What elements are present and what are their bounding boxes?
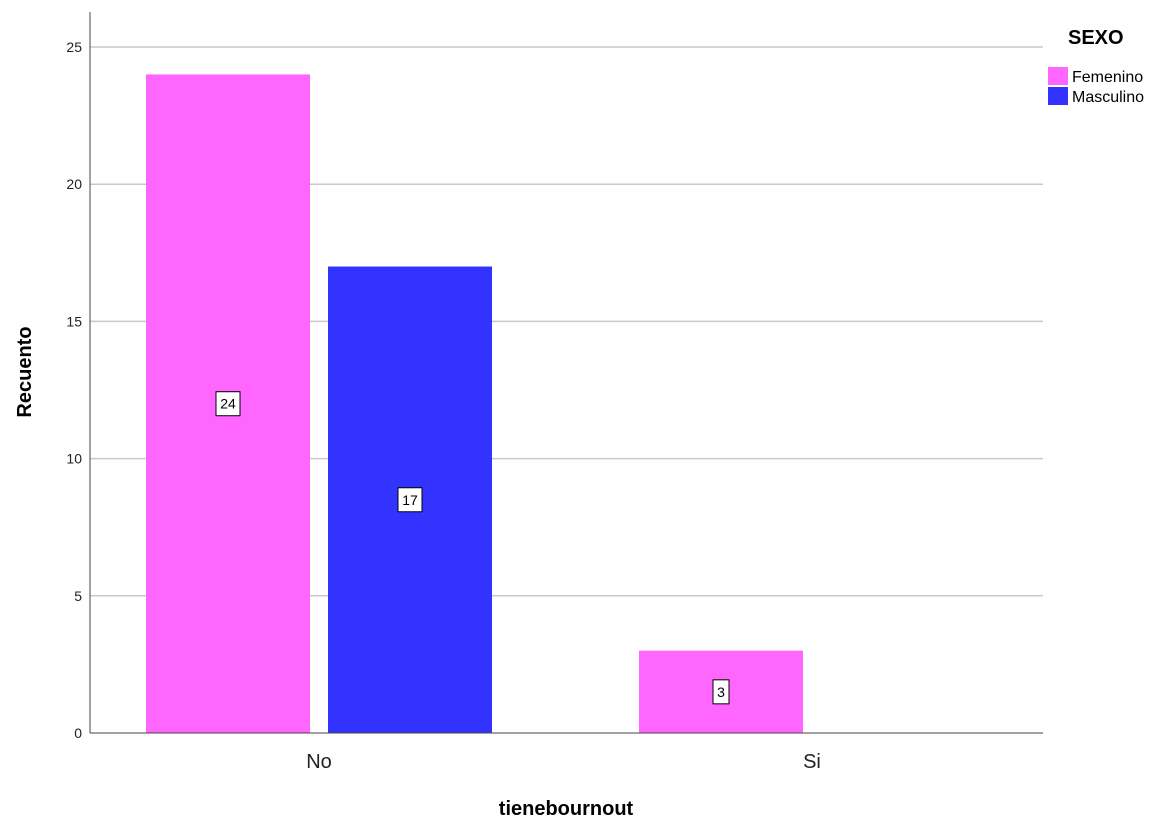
data-label: 24 (215, 391, 241, 417)
legend-title: SEXO (1068, 27, 1124, 49)
data-label: 17 (397, 487, 423, 513)
data-labels: 24 17 3 (215, 391, 730, 705)
y-axis-title: Recuento (14, 326, 36, 417)
x-tick-labels: No Si (306, 751, 821, 773)
legend-label: Masculino (1072, 89, 1144, 106)
x-tick-label: No (306, 751, 332, 773)
legend-label: Femenino (1072, 69, 1143, 86)
data-label-text: 24 (220, 396, 236, 412)
y-tick-label: 5 (74, 588, 82, 604)
data-label: 3 (712, 679, 730, 705)
y-tick-label: 25 (66, 39, 82, 55)
legend: SEXO Femenino Masculino (1048, 27, 1144, 106)
y-tick-label: 15 (66, 313, 82, 329)
legend-item-femenino: Femenino (1048, 67, 1143, 86)
data-label-text: 3 (717, 684, 725, 700)
legend-item-masculino: Masculino (1048, 87, 1144, 106)
legend-swatch (1048, 67, 1068, 85)
legend-swatch (1048, 87, 1068, 105)
y-tick-label: 0 (74, 725, 82, 741)
x-axis-title: tienebournout (499, 798, 634, 820)
y-tick-label: 10 (66, 451, 82, 467)
x-tick-label: Si (803, 751, 821, 773)
bars (146, 74, 803, 733)
data-label-text: 17 (402, 492, 418, 508)
y-tick-labels: 0 5 10 15 20 25 (66, 39, 82, 741)
y-tick-label: 20 (66, 176, 82, 192)
